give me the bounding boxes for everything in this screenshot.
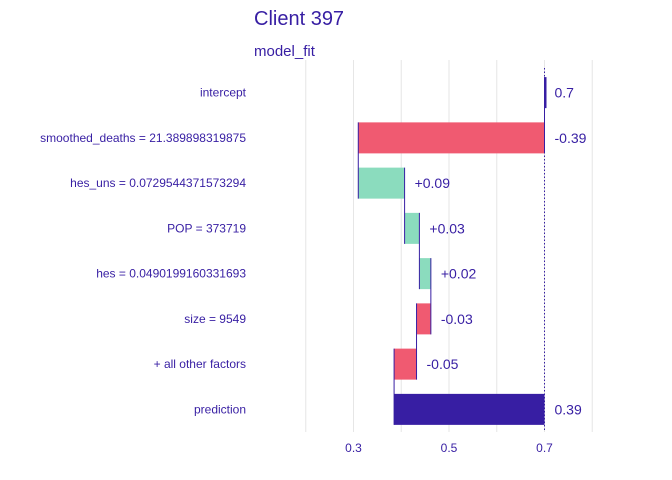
bar-prediction (394, 393, 545, 425)
connector-lines (357, 77, 545, 425)
value-label: -0.03 (441, 311, 473, 327)
bar-positive (404, 212, 420, 244)
y-label: hes_uns = 0.0729544371573294 (70, 176, 246, 190)
value-label: 0.7 (555, 85, 575, 101)
chart-title: Client 397 (254, 8, 344, 30)
value-label: 0.39 (555, 401, 582, 417)
y-label: POP = 373719 (167, 221, 246, 235)
value-label: +0.03 (429, 220, 465, 236)
y-label: smoothed_deaths = 21.389898319875 (40, 131, 246, 145)
chart-subtitle: model_fit (254, 43, 316, 60)
bar-negative (358, 122, 545, 154)
x-tick-label: 0.7 (536, 441, 553, 455)
value-label: -0.39 (555, 130, 587, 146)
bars (358, 77, 547, 425)
bar-intercept (544, 77, 547, 109)
bar-positive (419, 258, 431, 290)
value-label: +0.02 (441, 266, 477, 282)
value-label: -0.05 (427, 356, 459, 372)
y-label: intercept (200, 86, 247, 100)
bar-positive (358, 167, 405, 199)
y-label: + all other factors (154, 357, 246, 371)
y-label: hes = 0.0490199160331693 (96, 267, 246, 281)
x-tick-label: 0.5 (441, 441, 458, 455)
x-axis-ticks: 0.3 0.5 0.7 (345, 441, 553, 455)
x-tick-label: 0.3 (345, 441, 362, 455)
bar-negative (394, 348, 417, 380)
y-axis-labels: intercept smoothed_deaths = 21.3898983198… (40, 86, 247, 417)
value-labels: 0.7 -0.39 +0.09 +0.03 +0.02 -0.03 -0.05 0.39 (415, 85, 587, 418)
y-label: prediction (194, 402, 246, 416)
grid-lines (305, 60, 593, 432)
value-label: +0.09 (415, 175, 451, 191)
bar-negative (416, 303, 431, 335)
y-label: size = 9549 (184, 312, 246, 326)
